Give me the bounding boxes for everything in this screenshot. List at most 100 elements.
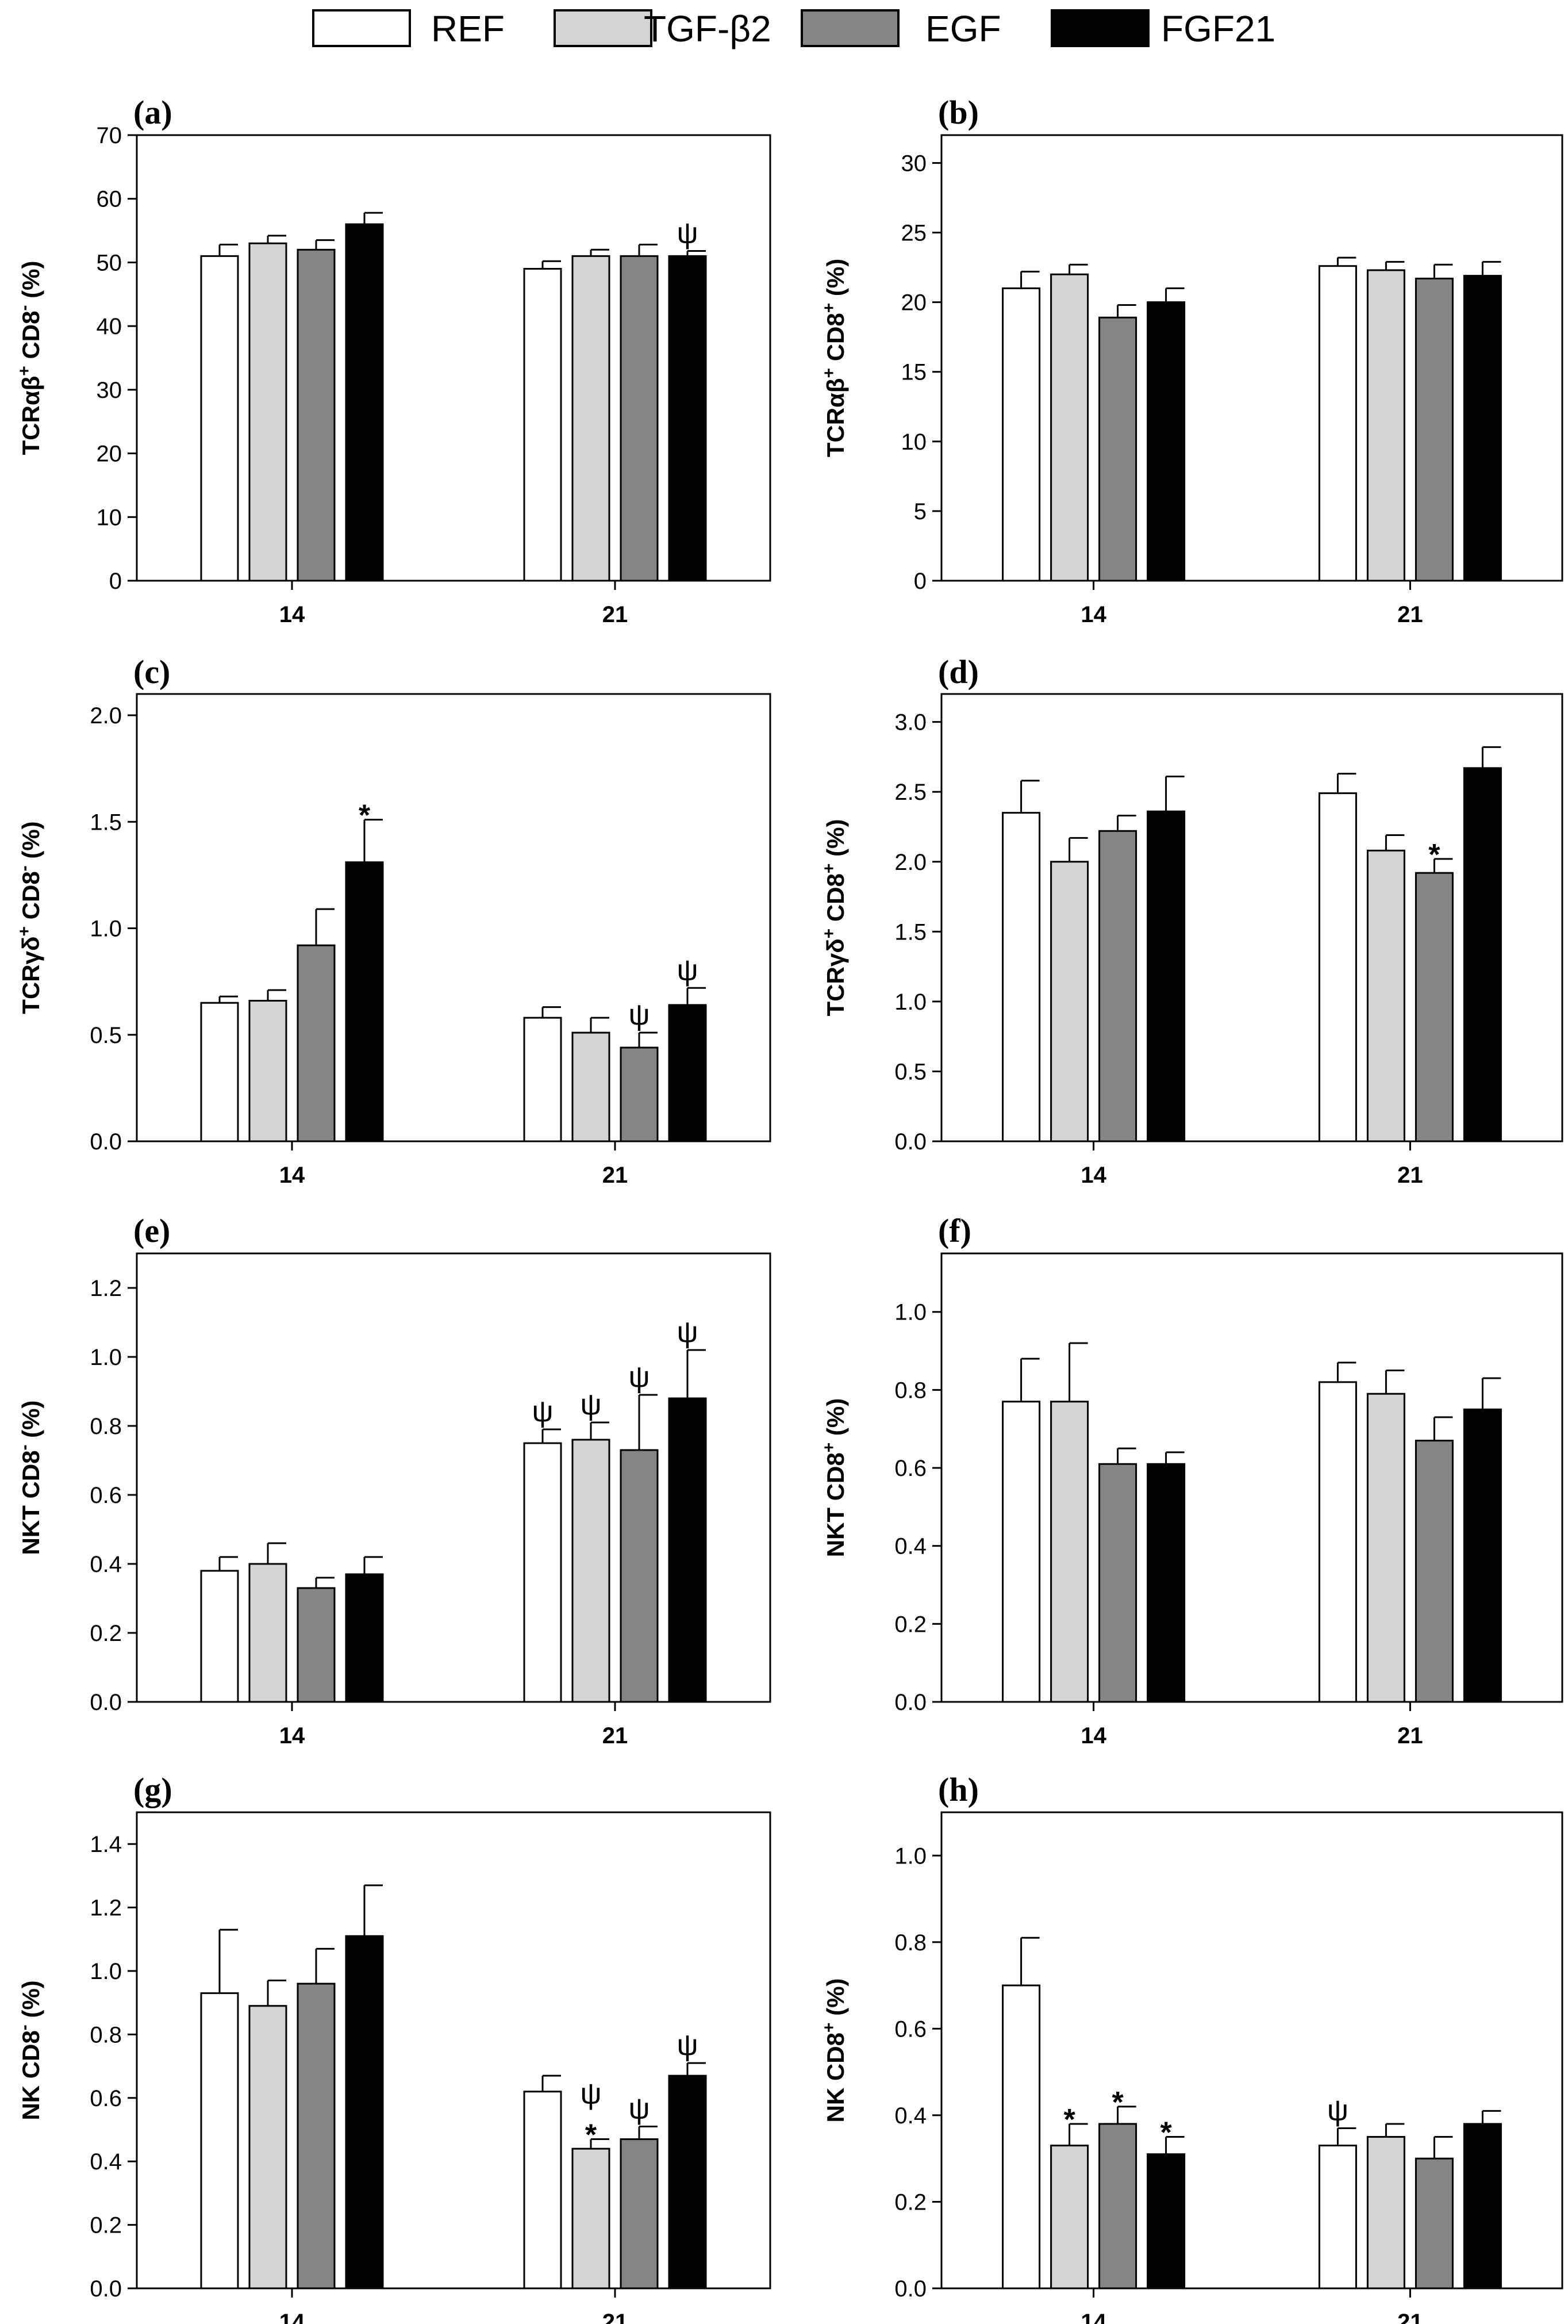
x-tick-label: 21 xyxy=(602,2310,628,2324)
y-tick-label: 60 xyxy=(97,187,122,212)
x-tick-label: 21 xyxy=(602,1163,628,1188)
y-axis-label-mid: CD8 xyxy=(17,310,44,366)
bar-tgf2-14 xyxy=(1050,1401,1089,1703)
bar-ref-14 xyxy=(200,1992,239,2290)
bar-egf-14 xyxy=(1098,830,1137,1142)
significance-psi: ψ xyxy=(1327,2093,1348,2127)
y-tick-label: 0.5 xyxy=(90,1023,122,1048)
legend-label: FGF21 xyxy=(1161,8,1275,49)
y-tick-label: 10 xyxy=(97,505,122,530)
bar-tgf2-21 xyxy=(571,1031,610,1142)
y-tick-label: 0.4 xyxy=(894,1534,927,1559)
bar-fgf21-14 xyxy=(345,861,384,1142)
legend-swatch-egf xyxy=(801,9,900,47)
bar-tgf2-14 xyxy=(248,999,287,1142)
y-tick-label: 1.0 xyxy=(90,1959,122,1984)
y-tick-label: 0.6 xyxy=(90,2086,122,2111)
y-axis-label-sup1: + xyxy=(15,366,34,376)
significance-star: * xyxy=(359,799,371,833)
y-tick-label: 1.2 xyxy=(90,1896,122,1921)
x-tick-label: 21 xyxy=(1397,2310,1423,2324)
y-axis-label: NKT CD8+ (%) xyxy=(820,1398,849,1558)
plot-frame xyxy=(940,1811,1563,2290)
bar-egf-14 xyxy=(1098,316,1137,582)
bar-ref-14 xyxy=(200,1570,239,1703)
x-tick-label: 21 xyxy=(602,602,628,627)
legend: REF TGF-β2 EGF FGF21 xyxy=(312,8,1275,49)
y-axis-label-mid: CD8 xyxy=(822,313,849,368)
bar-fgf21-21 xyxy=(668,1004,707,1142)
y-tick-label: 0.4 xyxy=(894,2103,927,2129)
significance-psi: ψ xyxy=(677,2028,698,2062)
y-axis-label-tail: (%) xyxy=(17,1400,44,1444)
y-tick-label: 1.2 xyxy=(90,1276,122,1301)
y-axis-label-base: TCRαβ xyxy=(822,378,849,457)
y-tick-label: 0.0 xyxy=(90,2276,122,2302)
x-tick-label: 21 xyxy=(602,1723,628,1748)
bar-fgf21-21 xyxy=(1463,275,1502,582)
y-tick-label: 0.0 xyxy=(90,1129,122,1155)
y-axis-label-base: NKT CD8 xyxy=(822,1452,849,1557)
y-axis-label: TCRγδ+ CD8- (%) xyxy=(15,821,44,1014)
y-axis-label-base: TCRγδ xyxy=(17,937,44,1014)
bar-egf-14 xyxy=(297,1982,336,2290)
panel-label: (f) xyxy=(938,1212,971,1249)
bar-tgf2-14 xyxy=(248,2005,287,2290)
bar-fgf21-21 xyxy=(1463,2123,1502,2290)
legend-swatch-fgf21 xyxy=(1051,9,1150,47)
y-tick-label: 2.0 xyxy=(90,703,122,728)
bar-tgf2-14 xyxy=(1050,273,1089,582)
x-tick-label: 14 xyxy=(1081,1163,1106,1188)
bar-fgf21-21 xyxy=(1463,767,1502,1142)
y-axis-label-sup2: + xyxy=(820,303,839,313)
y-tick-label: 0.8 xyxy=(894,1930,927,1955)
bar-tgf2-21 xyxy=(571,1439,610,1703)
bar-fgf21-21 xyxy=(668,255,707,582)
x-tick-label: 14 xyxy=(1081,1723,1106,1748)
bar-egf-14 xyxy=(1098,1463,1137,1703)
y-tick-label: 1.0 xyxy=(894,990,927,1015)
y-tick-label: 0.2 xyxy=(894,2189,927,2215)
x-tick-label: 14 xyxy=(279,602,305,627)
significance-psi: ψ xyxy=(580,2077,601,2111)
significance-star: * xyxy=(1428,838,1440,872)
y-axis-label-sup1: + xyxy=(820,929,839,939)
bar-egf-21 xyxy=(620,1046,659,1142)
y-axis-label-tail: (%) xyxy=(17,1980,44,2024)
bar-egf-21 xyxy=(620,2138,659,2290)
bar-tgf2-21 xyxy=(571,2147,610,2290)
bar-egf-21 xyxy=(620,1449,659,1703)
significance-star: * xyxy=(1112,2086,1124,2119)
y-axis-label-base: TCRαβ xyxy=(17,376,44,455)
x-tick-label: 14 xyxy=(1081,602,1106,627)
bar-egf-21 xyxy=(1415,1440,1454,1703)
bar-fgf21-14 xyxy=(1147,301,1186,582)
bar-tgf2-21 xyxy=(1366,2136,1405,2290)
y-tick-label: 0.8 xyxy=(90,1414,122,1439)
bar-egf-14 xyxy=(297,248,336,582)
y-axis-label-mid: CD8 xyxy=(822,873,849,929)
y-axis-label: NKT CD8- (%) xyxy=(15,1400,44,1555)
bar-fgf21-14 xyxy=(345,1935,384,2290)
y-tick-label: 40 xyxy=(97,314,122,339)
bar-fgf21-14 xyxy=(1147,1463,1186,1703)
y-tick-label: 20 xyxy=(901,290,927,316)
y-tick-label: 1.0 xyxy=(894,1300,927,1325)
bar-ref-14 xyxy=(1002,1401,1041,1703)
y-axis-label: NK CD8+ (%) xyxy=(820,1978,849,2123)
panel-h: (h) 0.0 0.2 0.4 0.6 0.8 1.0 NK CD8+ (%) 14 21 * * * ψ xyxy=(820,1771,1563,2324)
y-tick-label: 0.6 xyxy=(894,1456,927,1481)
y-tick-label: 0.6 xyxy=(894,2016,927,2042)
bar-tgf2-21 xyxy=(1366,269,1405,582)
y-axis-label: NK CD8- (%) xyxy=(15,1980,44,2120)
significance-psi: ψ xyxy=(628,998,650,1031)
y-axis-label: TCRαβ+ CD8+ (%) xyxy=(820,259,849,458)
bar-ref-21 xyxy=(1318,1381,1357,1703)
legend-label: EGF xyxy=(925,8,1001,49)
significance-psi: ψ xyxy=(677,217,698,250)
bar-fgf21-21 xyxy=(1463,1408,1502,1703)
y-tick-label: 0.6 xyxy=(90,1483,122,1508)
bar-ref-21 xyxy=(523,2091,562,2290)
y-tick-label: 70 xyxy=(97,123,122,148)
